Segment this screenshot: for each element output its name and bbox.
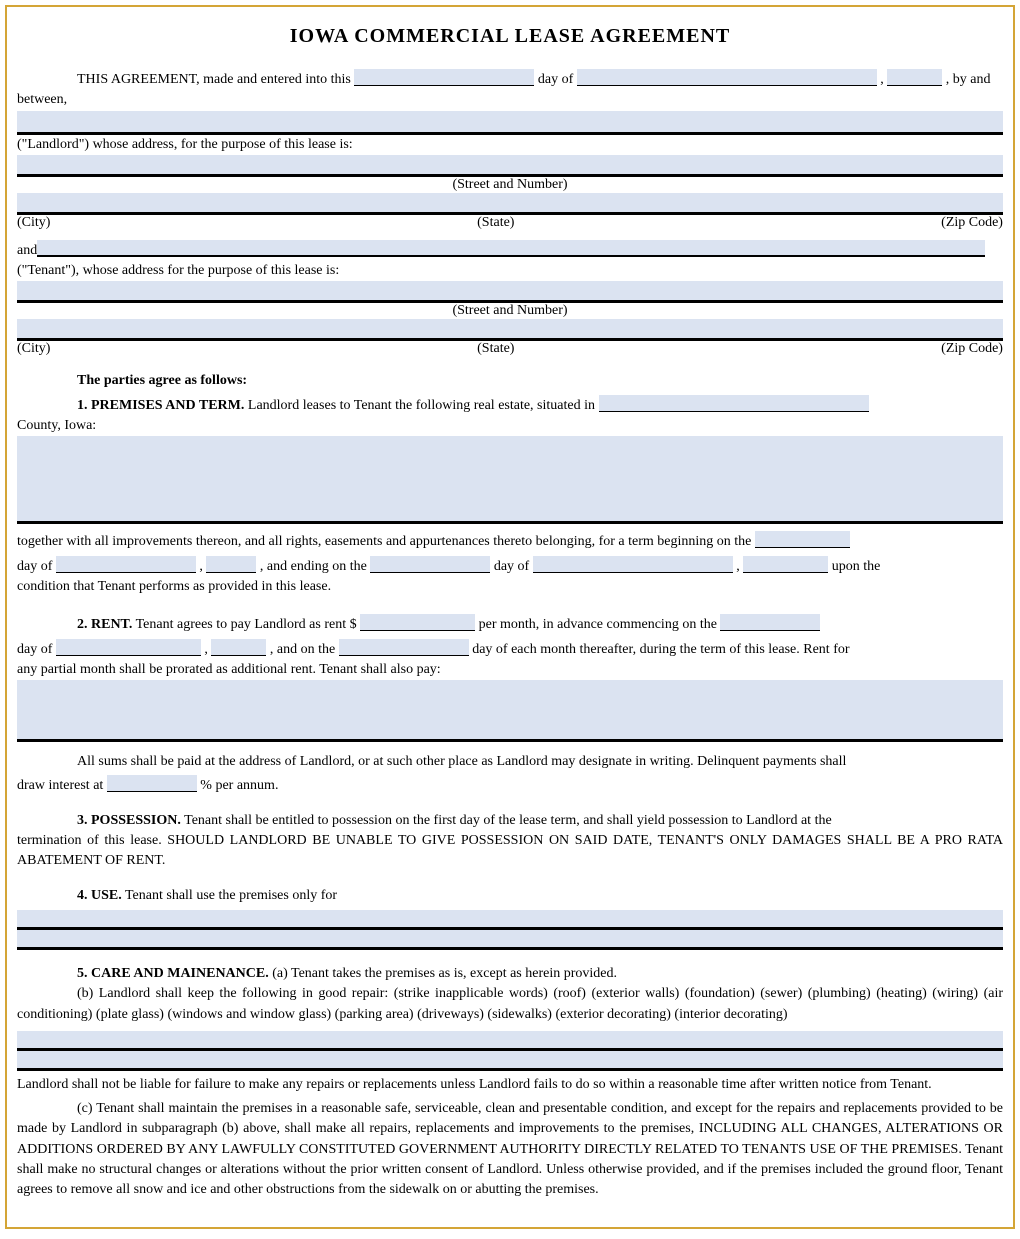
and-line: and bbox=[17, 237, 1003, 261]
field-rent-amount[interactable] bbox=[360, 614, 475, 631]
s4-a: Tenant shall use the premises only for bbox=[125, 888, 337, 903]
field-term-end-day[interactable] bbox=[370, 556, 490, 573]
s2-b: per month, in advance commencing on the bbox=[479, 617, 717, 632]
s2-f: day of each month thereafter, during the… bbox=[472, 642, 849, 657]
field-rent-start-year[interactable] bbox=[211, 639, 266, 656]
state-label-2: (State) bbox=[477, 341, 514, 357]
field-use-1[interactable] bbox=[17, 910, 1003, 928]
zip-label: (Zip Code) bbox=[941, 215, 1003, 231]
s5-d: (c) Tenant shall maintain the premises i… bbox=[17, 1099, 1003, 1200]
field-tenant-street[interactable] bbox=[17, 281, 1003, 301]
section-5: 5. CARE AND MAINENANCE. (a) Tenant takes… bbox=[17, 964, 1003, 984]
s2-num: 2. RENT. bbox=[77, 617, 132, 632]
street-label: (Street and Number) bbox=[17, 177, 1003, 193]
s5-num: 5. CARE AND MAINENANCE. bbox=[77, 966, 269, 981]
s1-c2: day of bbox=[17, 559, 52, 574]
field-month[interactable] bbox=[577, 69, 877, 86]
field-county[interactable] bbox=[599, 395, 869, 412]
s1-c1: together with all improvements thereon, … bbox=[17, 534, 751, 549]
field-additional-rent[interactable] bbox=[17, 680, 1003, 740]
s5-c: Landlord shall not be liable for failure… bbox=[17, 1075, 1003, 1095]
landlord-address-label: ("Landlord") whose address, for the purp… bbox=[17, 135, 1003, 155]
field-landlord-name[interactable] bbox=[17, 111, 1003, 133]
s3-b: termination of this lease. SHOULD LANDLO… bbox=[17, 831, 1003, 872]
s1-c8: condition that Tenant performs as provid… bbox=[17, 577, 1003, 597]
field-maint-1[interactable] bbox=[17, 1031, 1003, 1049]
divider bbox=[17, 1069, 1003, 1071]
s3-num: 3. POSSESSION. bbox=[77, 813, 181, 828]
s1-c4: , and ending on the bbox=[260, 559, 367, 574]
field-term-start-year[interactable] bbox=[206, 556, 256, 573]
s4-num: 4. USE. bbox=[77, 888, 122, 903]
field-landlord-street[interactable] bbox=[17, 155, 1003, 175]
city-state-zip-labels: (City) (State) (Zip Code) bbox=[17, 215, 1003, 231]
field-premises-desc[interactable] bbox=[17, 436, 1003, 522]
s1-county: County, Iowa: bbox=[17, 416, 1003, 436]
s2-h: All sums shall be paid at the address of… bbox=[17, 752, 1003, 772]
field-term-start-day[interactable] bbox=[755, 531, 850, 548]
field-rent-due-day[interactable] bbox=[339, 639, 469, 656]
tenant-address-label: ("Tenant"), whose address for the purpos… bbox=[17, 261, 1003, 281]
city-label: (City) bbox=[17, 215, 50, 231]
s1-c7: upon the bbox=[832, 559, 881, 574]
s2-line3: draw interest at % per annum. bbox=[17, 772, 1003, 796]
s5-b: (b) Landlord shall keep the following in… bbox=[17, 984, 1003, 1025]
s2-d: , bbox=[204, 642, 208, 657]
divider bbox=[17, 948, 1003, 950]
intro-line: THIS AGREEMENT, made and entered into th… bbox=[17, 66, 1003, 111]
city-label-2: (City) bbox=[17, 341, 50, 357]
parties-agree: The parties agree as follows: bbox=[17, 371, 1003, 391]
state-label: (State) bbox=[477, 215, 514, 231]
field-rent-start-month[interactable] bbox=[56, 639, 201, 656]
field-maint-2[interactable] bbox=[17, 1051, 1003, 1069]
field-tenant-city-state-zip[interactable] bbox=[17, 319, 1003, 339]
section-3: 3. POSSESSION. Tenant shall be entitled … bbox=[17, 811, 1003, 831]
intro-b: day of bbox=[538, 72, 573, 87]
street-label-2: (Street and Number) bbox=[17, 303, 1003, 319]
divider bbox=[17, 522, 1003, 524]
divider bbox=[17, 740, 1003, 742]
s1-a: Landlord leases to Tenant the following … bbox=[248, 398, 595, 413]
field-rent-start-day[interactable] bbox=[720, 614, 820, 631]
s5-a: (a) Tenant takes the premises as is, exc… bbox=[272, 966, 617, 981]
section-2: 2. RENT. Tenant agrees to pay Landlord a… bbox=[17, 611, 1003, 635]
s1-c3: , bbox=[199, 559, 203, 574]
s2-e: , and on the bbox=[270, 642, 335, 657]
s3-a: Tenant shall be entitled to possession o… bbox=[184, 813, 832, 828]
s1-num: 1. PREMISES AND TERM. bbox=[77, 398, 244, 413]
s2-i: draw interest at bbox=[17, 778, 103, 793]
s1-term-line2: day of , , and ending on the day of , up… bbox=[17, 553, 1003, 577]
s2-a: Tenant agrees to pay Landlord as rent $ bbox=[136, 617, 357, 632]
zip-label-2: (Zip Code) bbox=[941, 341, 1003, 357]
field-term-start-month[interactable] bbox=[56, 556, 196, 573]
s1-c6: , bbox=[736, 559, 740, 574]
s2-g: any partial month shall be prorated as a… bbox=[17, 660, 1003, 680]
field-tenant-name[interactable] bbox=[37, 240, 985, 257]
intro-a: THIS AGREEMENT, made and entered into th… bbox=[77, 72, 351, 87]
s2-c: day of bbox=[17, 642, 52, 657]
field-term-end-year[interactable] bbox=[743, 556, 828, 573]
section-4: 4. USE. Tenant shall use the premises on… bbox=[17, 886, 1003, 906]
city-state-zip-labels-2: (City) (State) (Zip Code) bbox=[17, 341, 1003, 357]
field-day-num[interactable] bbox=[354, 69, 534, 86]
s2-line2: day of , , and on the day of each month … bbox=[17, 636, 1003, 660]
field-term-end-month[interactable] bbox=[533, 556, 733, 573]
and-label: and bbox=[17, 243, 37, 258]
intro-c: , bbox=[880, 72, 884, 87]
s1-term-line: together with all improvements thereon, … bbox=[17, 528, 1003, 552]
field-interest-rate[interactable] bbox=[107, 775, 197, 792]
s1-c5: day of bbox=[494, 559, 529, 574]
document-page: IOWA COMMERCIAL LEASE AGREEMENT THIS AGR… bbox=[5, 5, 1015, 1229]
s2-j: % per annum. bbox=[200, 778, 278, 793]
section-1: 1. PREMISES AND TERM. Landlord leases to… bbox=[17, 392, 1003, 416]
field-landlord-city-state-zip[interactable] bbox=[17, 193, 1003, 213]
field-use-2[interactable] bbox=[17, 930, 1003, 948]
field-year[interactable] bbox=[887, 69, 942, 86]
document-title: IOWA COMMERCIAL LEASE AGREEMENT bbox=[17, 25, 1003, 48]
